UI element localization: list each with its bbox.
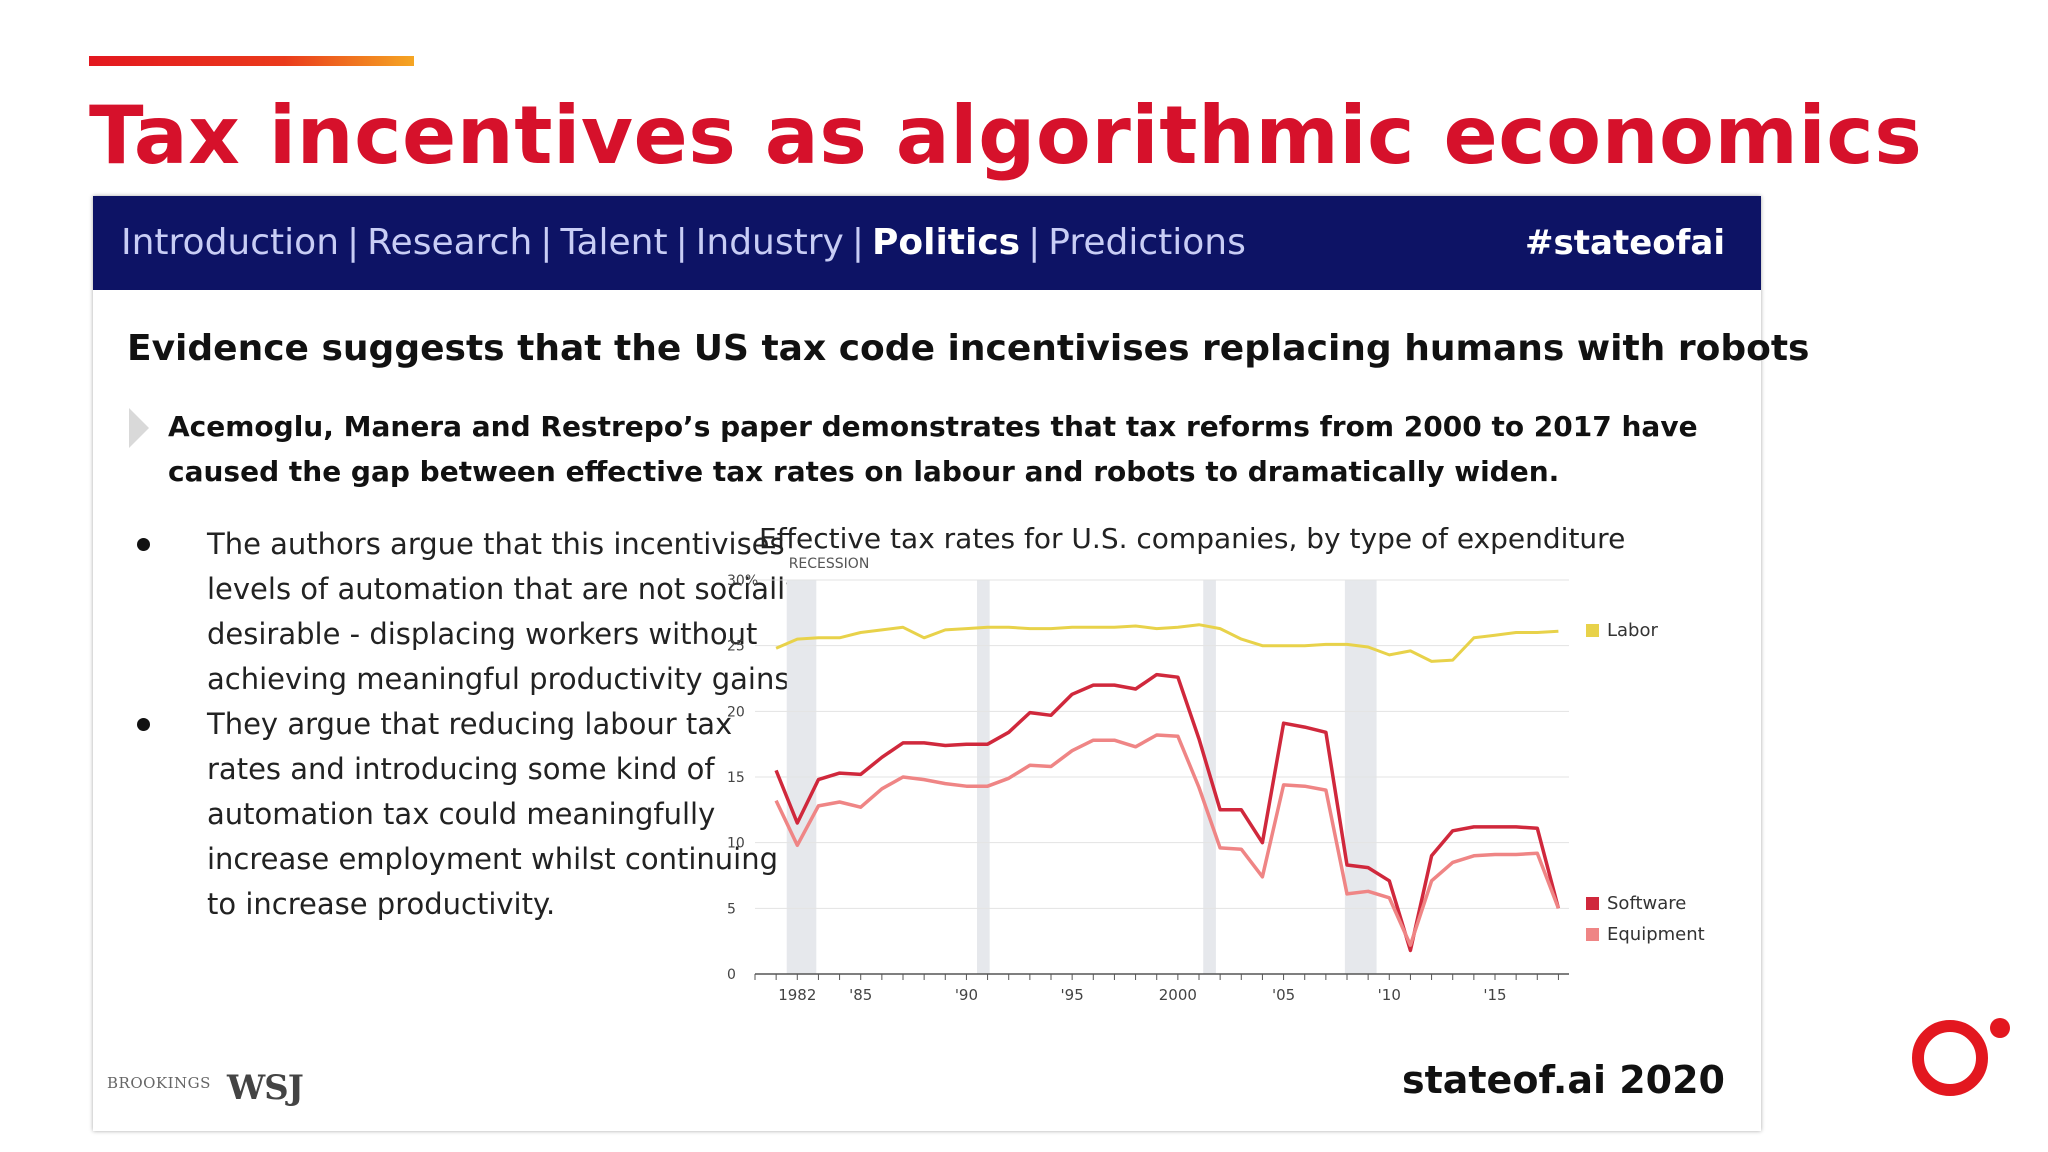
y-tick-label: 5 <box>727 901 736 917</box>
y-tick-label: 20 <box>727 704 745 720</box>
section-navbar: Introduction | Research | Talent | Industry | Po… <box>93 196 1761 290</box>
nav-separator: | <box>540 222 553 263</box>
y-tick-label: 0 <box>727 967 736 983</box>
tax-rate-chart: Effective tax rates for U.S. companies, … <box>727 522 1705 1004</box>
legend-swatch-software <box>1586 897 1599 910</box>
nav-item-introduction[interactable]: Introduction <box>121 222 340 263</box>
series-line-software <box>774 672 1561 953</box>
legend-label-equipment: Equipment <box>1607 924 1705 945</box>
nav-item-predictions[interactable]: Predictions <box>1048 222 1246 263</box>
legend-label-labor: Labor <box>1607 620 1658 641</box>
slide-frame: Introduction | Research | Talent | Industry | Po… <box>93 196 1809 1131</box>
x-tick-label: '05 <box>1272 986 1295 1004</box>
y-tick-label: 10 <box>727 836 745 852</box>
nav-item-politics[interactable]: Politics <box>871 222 1021 263</box>
nav-separator: | <box>675 222 688 263</box>
bullet-item: The authors argue that this incentivises… <box>123 522 813 702</box>
nav-separator: | <box>1028 222 1041 263</box>
footer-brand: stateof.ai 2020 <box>1401 1058 1725 1102</box>
x-tick-label: '15 <box>1483 986 1506 1004</box>
bullet-list: The authors argue that this incentivises… <box>123 522 813 927</box>
slide-title: Tax incentives as algorithmic economics <box>89 89 1923 182</box>
chart-title: Effective tax rates for U.S. companies, … <box>759 522 1625 555</box>
series-line-equipment <box>774 733 1561 947</box>
nav-item-talent[interactable]: Talent <box>560 222 668 263</box>
bullet-dot-icon <box>137 538 150 551</box>
y-tick-label: 25 <box>727 639 745 655</box>
x-tick-label: '10 <box>1378 986 1401 1004</box>
legend-swatch-labor <box>1586 624 1599 637</box>
nav-item-research[interactable]: Research <box>367 222 533 263</box>
slide-headline: Evidence suggests that the US tax code i… <box>127 328 1810 369</box>
nav-separator: | <box>347 222 360 263</box>
nav-item-industry[interactable]: Industry <box>695 222 844 263</box>
nav-items: Introduction | Research | Talent | Industry | Po… <box>121 196 1246 290</box>
hashtag: #stateofai <box>1525 223 1725 263</box>
x-tick-label: 2000 <box>1159 986 1197 1004</box>
legend-swatch-equipment <box>1586 928 1599 941</box>
nav-separator: | <box>851 222 864 263</box>
bullet-item: They argue that reducing labour tax rate… <box>123 702 813 927</box>
recession-label: RECESSION <box>789 556 870 572</box>
stateofai-logo-icon <box>1912 1018 2010 1096</box>
x-tick-label: 1982 <box>778 986 816 1004</box>
x-tick-label: '90 <box>955 986 978 1004</box>
brookings-logo: BROOKINGS <box>107 1074 211 1092</box>
wsj-logo: WSJ <box>227 1068 304 1108</box>
x-tick-label: '95 <box>1061 986 1084 1004</box>
intro-text: Acemoglu, Manera and Restrepo’s paper de… <box>168 410 1698 488</box>
series-line-labor <box>775 623 1559 663</box>
bullet-text: The authors argue that this incentivises… <box>207 527 803 696</box>
bullet-dot-icon <box>137 718 150 731</box>
legend-label-software: Software <box>1607 893 1686 914</box>
x-tick-label: '85 <box>849 986 872 1004</box>
title-accent-bar <box>89 56 414 66</box>
triangle-bullet-icon <box>129 408 149 448</box>
y-tick-label: 30% <box>727 573 758 589</box>
y-tick-label: 15 <box>727 770 745 786</box>
bullet-text: They argue that reducing labour tax rate… <box>207 707 778 921</box>
